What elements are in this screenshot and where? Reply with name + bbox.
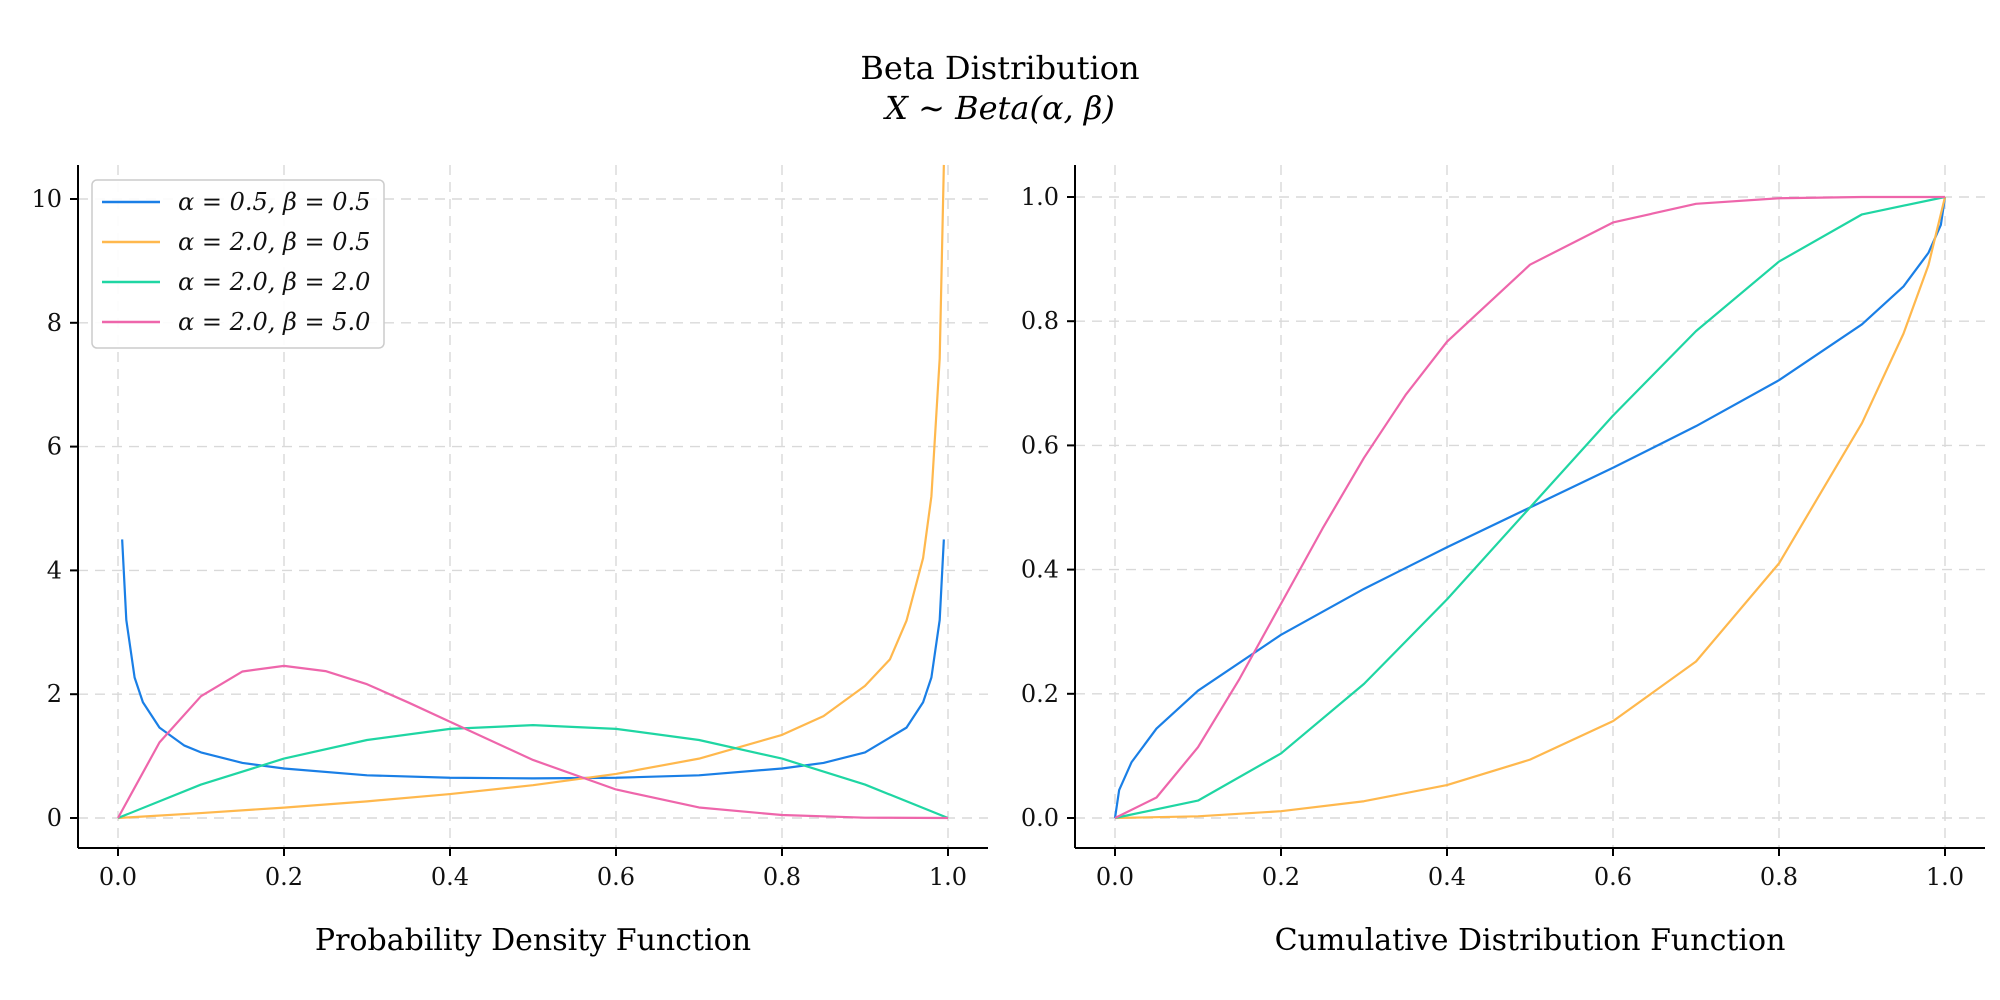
x-tick-label: 0.0 [99,863,137,891]
x-tick-label: 0.4 [1428,863,1466,891]
legend-frame [91,179,385,349]
series-line-3 [117,724,949,820]
x-axis-label: Cumulative Distribution Function [1275,923,1786,958]
y-tick-label: 1.0 [1021,183,1059,211]
y-tick-label: 4 [47,556,62,584]
y-tick-label: 8 [47,309,62,337]
series-line-3 [1114,195,1946,820]
x-tick-label: 0.8 [763,863,801,891]
chart-subtitle: X ∼ Beta(α, β) [885,89,1115,127]
y-tick-label: 0 [47,804,62,832]
x-tick-label: 0.8 [1760,863,1798,891]
panel-cdf: 0.0 0.2 0.4 0.6 0.8 1.0 0.0 0.2 0.4 0.6 0.8 1.0 Cumu… [1021,165,1985,958]
chart-title: Beta Distribution [860,49,1140,87]
y-tick-label: 0.8 [1021,307,1059,335]
legend: α = 0.5, β = 0.5 α = 2.0, β = 0.5 α = 2.0,… [91,179,385,349]
x-tick-label: 0.0 [1096,863,1134,891]
y-tick-label: 0.0 [1021,804,1059,832]
y-tick-label: 6 [47,433,62,461]
x-tick-label: 0.4 [431,863,469,891]
series-line-1 [121,539,945,780]
y-tick-label: 2 [47,680,62,708]
x-tick-label: 0.2 [265,863,303,891]
legend-label: α = 2.0, β = 0.5 [178,228,370,256]
x-tick-label: 0.6 [597,863,635,891]
legend-label: α = 0.5, β = 0.5 [178,188,370,216]
legend-label: α = 2.0, β = 5.0 [178,308,370,336]
panel-pdf: 0.0 0.2 0.4 0.6 0.8 1.0 0 2 4 6 8 10 Probability Den… [31,164,988,958]
y-tick-label: 10 [31,185,62,213]
series-line-2 [117,164,945,820]
x-axis-label: Probability Density Function [315,923,751,958]
series-line-4 [117,664,949,820]
x-tick-label: 1.0 [1926,863,1964,891]
y-tick-label: 0.6 [1021,431,1059,459]
series-line-2 [1114,196,1947,820]
x-tick-label: 0.2 [1262,863,1300,891]
y-tick-label: 0.4 [1021,556,1059,584]
legend-label: α = 2.0, β = 2.0 [178,268,370,296]
series-line-4 [1114,195,1945,819]
y-tick-label: 0.2 [1021,680,1059,708]
title-block: Beta Distribution X ∼ Beta(α, β) [0,48,2000,128]
x-tick-label: 0.6 [1594,863,1632,891]
x-tick-label: 1.0 [929,863,967,891]
